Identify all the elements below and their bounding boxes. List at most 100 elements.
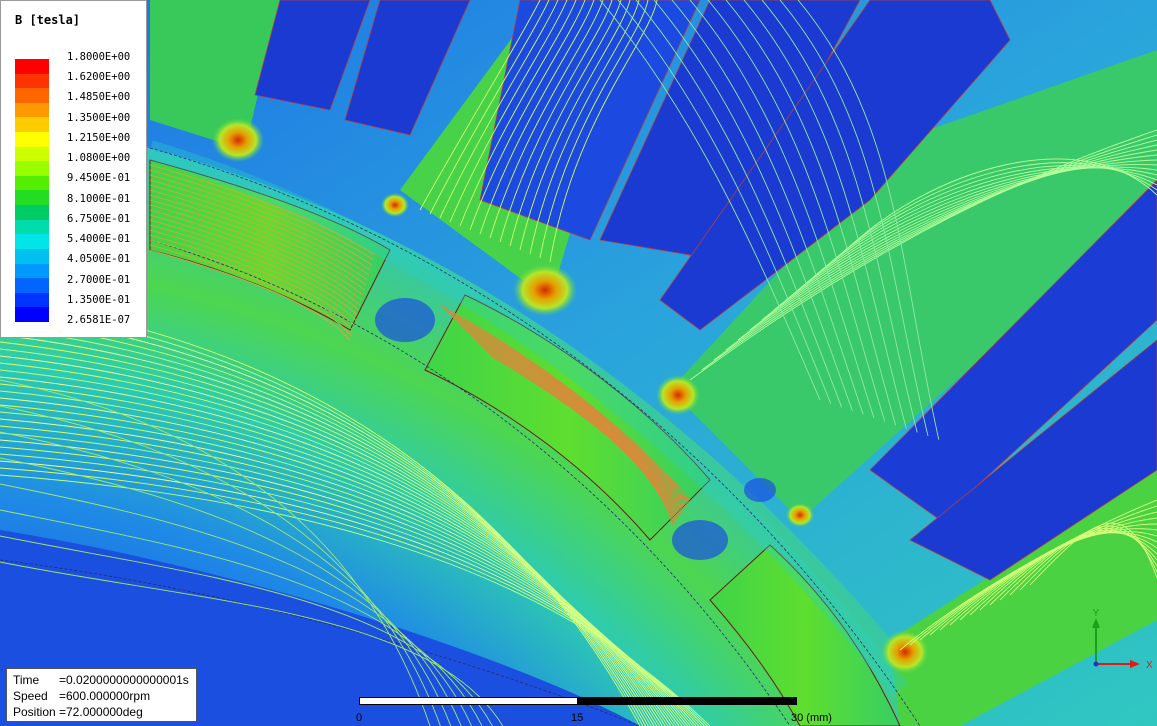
contour-line — [478, 343, 678, 520]
scale-bar — [359, 697, 799, 707]
contour-line — [149, 209, 362, 301]
contour-line — [779, 0, 929, 437]
contour-line — [0, 431, 452, 726]
legend-title: B [tesla] — [15, 13, 81, 27]
color-legend: B [tesla] 1.8000E+00 1.6200E+00 1.4850E+00… — [0, 0, 147, 338]
contour-line — [149, 224, 358, 316]
contour-line — [484, 349, 676, 523]
contour-line — [149, 204, 364, 296]
contour-line — [635, 0, 843, 408]
axis-y-label: Y — [1093, 608, 1100, 619]
contour-line — [489, 0, 604, 239]
contour-line — [439, 0, 559, 219]
axis-x-label: X — [1146, 660, 1152, 671]
contour-line — [599, 0, 821, 401]
contour-line — [448, 313, 688, 505]
contour-line — [0, 348, 660, 726]
contour-line — [451, 316, 687, 507]
contour-line — [0, 474, 711, 726]
contour-line — [472, 337, 680, 517]
legend-tick-label: 1.0800E+00 — [67, 152, 131, 165]
legend-color-bar — [15, 59, 49, 322]
contour-line — [701, 134, 1157, 371]
contour-line — [539, 0, 649, 259]
contour-line — [149, 219, 359, 311]
contour-line — [833, 162, 1157, 261]
contour-line — [466, 331, 682, 514]
contour-line — [469, 334, 681, 516]
contour-line — [149, 249, 350, 341]
axis-triad-icon: Y X — [1092, 608, 1152, 671]
contour-line — [149, 169, 374, 261]
contour-line — [519, 0, 631, 251]
legend-tick-label: 2.7000E-01 — [67, 273, 131, 286]
legend-swatch — [15, 117, 49, 133]
legend-swatch — [15, 161, 49, 176]
contour-line — [490, 355, 674, 526]
contour-line — [689, 129, 1157, 381]
speed-row: Speed =600.000000rpm — [13, 688, 190, 704]
contour-line — [149, 189, 368, 281]
legend-swatch — [15, 88, 49, 103]
contour-line — [529, 0, 640, 255]
contour-line — [460, 325, 684, 511]
contour-line — [0, 535, 493, 726]
contour-line — [671, 0, 864, 415]
contour-line — [0, 341, 658, 726]
speed-label: Speed — [13, 689, 48, 703]
contour-line — [439, 304, 691, 501]
position-row: Position =72.000000deg — [13, 704, 190, 720]
legend-swatch — [15, 73, 49, 89]
legend-swatch — [15, 102, 49, 118]
contour-line — [457, 322, 685, 510]
legend-tick-label: 8.1000E-01 — [67, 192, 131, 205]
legend-swatch — [15, 248, 49, 264]
contour-line — [149, 234, 355, 326]
contour-line — [149, 214, 361, 306]
contour-line — [469, 0, 586, 231]
contour-line — [149, 229, 356, 321]
position-label: Position — [13, 705, 56, 719]
contour-line — [0, 509, 483, 726]
legend-tick-label: 5.4000E-01 — [67, 233, 131, 246]
contour-line — [737, 149, 1157, 341]
contour-line — [149, 179, 371, 271]
legend-tick-label: 4.0500E-01 — [67, 253, 131, 266]
legend-swatch — [15, 307, 49, 322]
legend-swatch — [15, 205, 49, 220]
contour-line — [149, 244, 352, 336]
legend-tick-label: 1.6200E+00 — [67, 71, 131, 84]
contour-line — [499, 0, 613, 243]
contour-line — [463, 328, 683, 513]
contour-line — [0, 405, 441, 726]
scale-segment-second — [578, 697, 797, 705]
contour-line — [0, 561, 504, 726]
contour-line — [707, 0, 886, 422]
contour-line — [743, 0, 907, 429]
legend-swatch — [15, 234, 49, 249]
contour-line — [689, 0, 875, 419]
contour-line — [442, 307, 690, 502]
contour-line — [845, 158, 1157, 251]
legend-tick-label: 1.3500E+00 — [67, 111, 131, 124]
contour-line — [149, 199, 365, 291]
contour-line — [149, 164, 376, 256]
contour-line — [475, 340, 679, 519]
legend-swatch — [15, 263, 49, 279]
speed-value: =600.000000rpm — [59, 689, 151, 703]
legend-swatch — [15, 292, 49, 308]
contour-line — [1029, 522, 1157, 586]
contour-line — [449, 0, 568, 223]
contour-line — [149, 194, 367, 286]
contour-line — [481, 346, 677, 522]
contour-line — [713, 139, 1157, 361]
contour-line — [797, 0, 940, 440]
contour-line — [487, 352, 675, 525]
contour-line — [617, 0, 832, 404]
legend-tick-label: 9.4500E-01 — [67, 172, 131, 185]
low-flux-pockets — [375, 298, 776, 560]
simulation-info-box: Time =0.0200000000000001s Speed =600.00000… — [6, 668, 197, 722]
legend-swatch — [15, 219, 49, 235]
contour-line — [445, 310, 689, 504]
